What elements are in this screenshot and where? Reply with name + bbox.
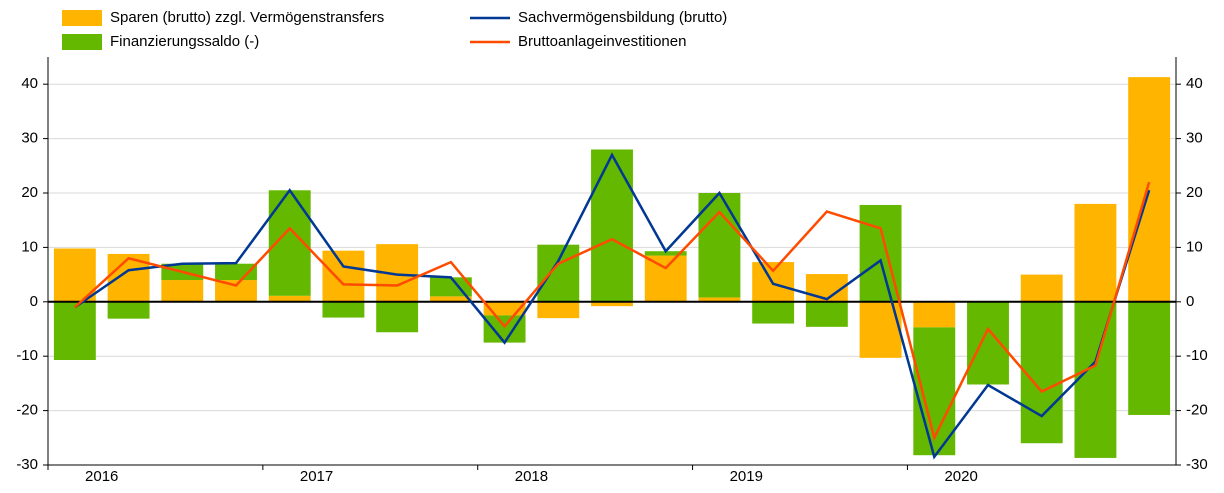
bar (644, 251, 687, 256)
bar (107, 301, 150, 319)
bar (537, 301, 580, 319)
bar (322, 250, 365, 302)
legend-swatch (62, 10, 102, 26)
x-tick-label: 2019 (730, 468, 763, 485)
bar (215, 280, 257, 302)
bar (429, 296, 472, 302)
bar (1074, 301, 1117, 458)
bar (967, 301, 1009, 385)
y-tick-label: 20 (21, 184, 38, 201)
bar (591, 149, 633, 302)
bar (1128, 77, 1171, 302)
y2-tick-label: 10 (1186, 238, 1203, 255)
bar (698, 297, 741, 302)
x-tick-label: 2018 (515, 468, 548, 485)
bar (53, 301, 96, 361)
bar (805, 301, 848, 327)
y2-tick-label: 0 (1186, 293, 1194, 310)
y2-tick-label: 20 (1186, 184, 1203, 201)
bar (1020, 301, 1063, 444)
bar (537, 244, 580, 302)
bar (644, 255, 687, 302)
line (74, 181, 1151, 442)
y-tick-label: 40 (21, 75, 38, 92)
y2-tick-label: -30 (1186, 456, 1208, 473)
bar (322, 301, 365, 318)
y2-tick-label: -10 (1186, 347, 1208, 364)
line (74, 152, 1151, 460)
y-tick-label: -10 (16, 347, 38, 364)
y2-tick-label: 30 (1186, 130, 1203, 147)
bar (268, 295, 311, 302)
legend-label: Finanzierungssaldo (-) (110, 33, 259, 50)
y-tick-label: 0 (30, 293, 38, 310)
y-tick-label: -20 (16, 402, 38, 419)
x-tick-label: 2020 (944, 468, 977, 485)
bar (1074, 203, 1117, 302)
legend-label: Sachvermögensbildung (brutto) (518, 9, 727, 26)
y-tick-label: 30 (21, 130, 38, 147)
y2-tick-label: 40 (1186, 75, 1203, 92)
bar (376, 301, 419, 333)
legend-label: Sparen (brutto) zzgl. Vermögenstransfers (110, 9, 384, 26)
y2-tick-label: -20 (1186, 402, 1208, 419)
y-tick-label: -30 (16, 456, 38, 473)
legend-label: Bruttoanlageinvestitionen (518, 33, 686, 50)
bar (161, 280, 204, 302)
bar (913, 301, 956, 328)
bar (215, 263, 257, 281)
legend-swatch (62, 34, 102, 50)
bar (1020, 274, 1063, 302)
x-tick-label: 2016 (85, 468, 118, 485)
y-tick-label: 10 (21, 238, 38, 255)
bar (591, 301, 633, 307)
x-tick-label: 2017 (300, 468, 333, 485)
bar (752, 301, 795, 324)
bar (1128, 301, 1171, 415)
